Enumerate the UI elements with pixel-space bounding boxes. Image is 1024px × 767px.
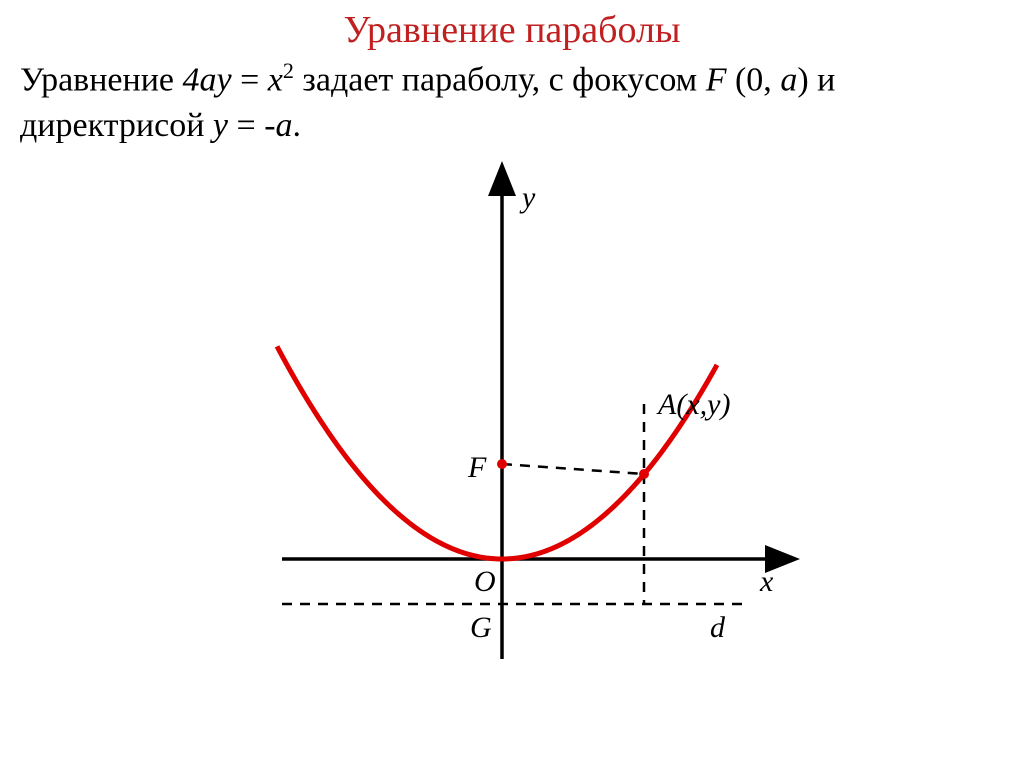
- parabola-curve: [277, 346, 717, 559]
- eq-rhs-exp: 2: [283, 58, 294, 83]
- directrix-label: d: [710, 611, 726, 644]
- parabola-diagram: y x O F Gd A(x,y): [212, 159, 812, 679]
- desc-part2: задает параболу, с фокусом: [294, 61, 706, 98]
- focal-radius-line: [502, 464, 644, 474]
- focus-point: [497, 459, 507, 469]
- desc-part1: Уравнение: [20, 61, 183, 98]
- page-title: Уравнение параболы: [20, 8, 1004, 52]
- eq-lhs: 4ay: [183, 61, 232, 98]
- dir-eq: = -: [228, 107, 276, 144]
- x-axis-label: x: [759, 565, 774, 598]
- point-a: [639, 469, 649, 479]
- point-a-label: A(x,y): [656, 388, 730, 421]
- description-text: Уравнение 4ay = x2 задает параболу, с фо…: [20, 56, 1004, 149]
- origin-label: O: [474, 565, 496, 598]
- desc-period: .: [293, 107, 302, 144]
- dir-rhs: a: [276, 107, 293, 144]
- focus-name: F: [706, 61, 727, 98]
- y-axis-label: y: [519, 181, 536, 214]
- eq-rhs-var: x: [268, 61, 283, 98]
- focus-label: F: [467, 451, 487, 484]
- dir-lhs: y: [213, 107, 228, 144]
- focus-a: a: [780, 61, 797, 98]
- g-label: G: [470, 611, 492, 644]
- focus-coords: (0,: [726, 61, 780, 98]
- eq-eq: =: [232, 61, 268, 98]
